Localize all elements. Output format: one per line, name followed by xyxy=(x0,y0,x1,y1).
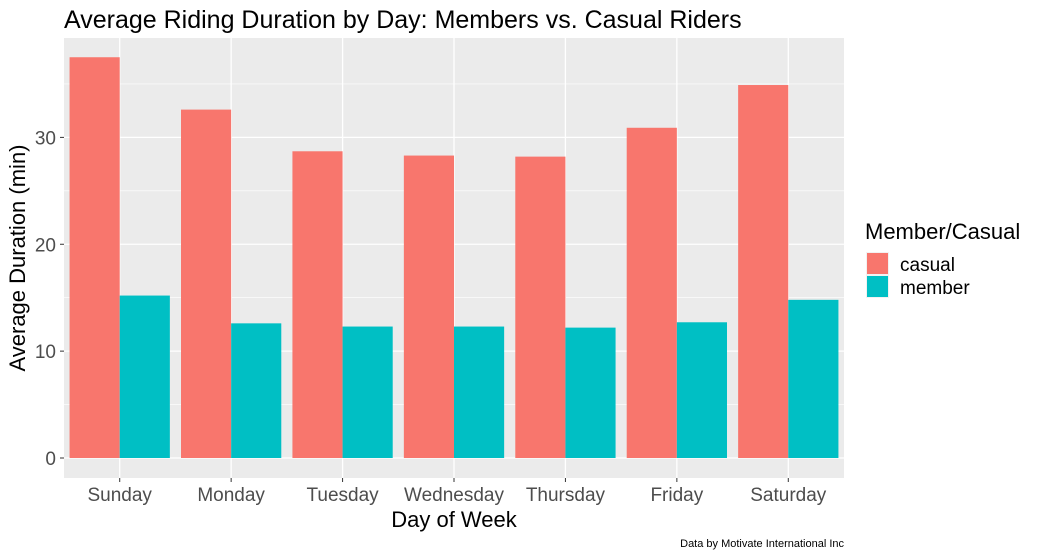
legend-label-member: member xyxy=(900,278,970,299)
chart-title: Average Riding Duration by Day: Members … xyxy=(64,6,742,34)
legend-swatch-casual xyxy=(867,253,888,274)
bar-casual-friday xyxy=(626,127,677,458)
legend-label-casual: casual xyxy=(900,255,955,276)
y-tick-label: 0 xyxy=(45,449,56,470)
caption: Data by Motivate International Inc xyxy=(680,538,844,550)
x-tick-label: Wednesday xyxy=(404,485,504,506)
x-tick-label: Friday xyxy=(650,485,703,506)
bar-member-sunday xyxy=(119,295,170,458)
x-tick-label: Thursday xyxy=(526,485,606,506)
bar-casual-thursday xyxy=(515,156,566,458)
bar-casual-saturday xyxy=(738,85,789,459)
y-tick-label: 30 xyxy=(35,128,56,149)
bar-casual-wednesday xyxy=(403,155,454,458)
y-axis-title: Average Duration (min) xyxy=(5,144,30,371)
bar-member-thursday xyxy=(565,327,616,458)
x-tick-label: Tuesday xyxy=(306,485,379,506)
x-tick-label: Sunday xyxy=(87,485,152,506)
x-axis-title: Day of Week xyxy=(391,507,518,532)
y-tick-label: 10 xyxy=(35,342,56,363)
bar-member-saturday xyxy=(788,299,839,458)
x-tick-label: Monday xyxy=(197,485,265,506)
bar-member-wednesday xyxy=(454,326,505,458)
bar-casual-tuesday xyxy=(292,151,343,458)
legend-swatch-member xyxy=(867,276,888,297)
bars xyxy=(69,57,839,459)
x-tick-label: Saturday xyxy=(750,485,827,506)
x-axis: Sunday Monday Tuesday Wednesday Thursday Frid… xyxy=(87,478,827,506)
bar-casual-sunday xyxy=(69,57,120,459)
y-axis: 0 10 20 30 xyxy=(35,128,64,470)
bar-member-monday xyxy=(231,323,282,458)
y-tick-label: 20 xyxy=(35,235,56,256)
bar-member-friday xyxy=(676,322,727,458)
bar-member-tuesday xyxy=(342,326,393,458)
bar-casual-monday xyxy=(181,109,232,458)
legend-title: Member/Casual xyxy=(865,219,1020,244)
